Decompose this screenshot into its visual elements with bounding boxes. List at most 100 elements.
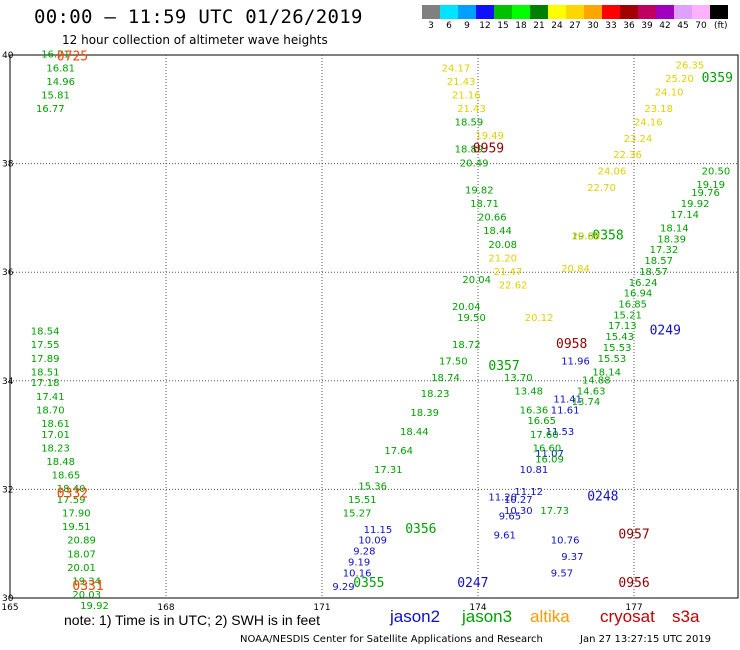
- wave-height-label: 25.20: [665, 74, 694, 85]
- wave-height-label: 17.59: [57, 495, 86, 506]
- legend-altika: altika: [530, 607, 570, 626]
- pass-time-label: 0725: [57, 49, 88, 64]
- colorbar-cell: [548, 5, 566, 19]
- wave-height-label: 16.71: [41, 50, 70, 61]
- wave-height-label: 17.89: [31, 354, 60, 365]
- colorbar-label: 12: [479, 21, 491, 31]
- wave-height-label: 20.66: [478, 213, 507, 224]
- wave-height-label: 14.88: [582, 376, 611, 387]
- wave-height-label: 18.72: [452, 340, 481, 351]
- colorbar-label: 27: [569, 21, 581, 31]
- wave-height-label: 18.39: [657, 234, 686, 245]
- lon-label: 177: [625, 603, 642, 613]
- map-frame: [9, 54, 739, 599]
- wave-height-label: 26.35: [676, 61, 705, 72]
- wave-height-label: 21.16: [452, 90, 481, 101]
- wave-height-label: 19.87: [572, 232, 601, 243]
- colorbar-cell: [656, 5, 674, 19]
- wave-height-label: 24.17: [442, 63, 471, 74]
- wave-height-label: 10.76: [551, 536, 580, 547]
- wave-height-label: 20.04: [452, 302, 481, 313]
- wave-height-label: 19.82: [465, 185, 494, 196]
- colorbar-cell: [674, 5, 692, 19]
- wave-height-label: 10.30: [504, 506, 533, 517]
- colorbar-cell: [692, 5, 710, 19]
- wave-height-label: 21.47: [494, 267, 523, 278]
- wave-height-label: 21.43: [457, 104, 486, 115]
- wave-height-label: 18.39: [410, 408, 439, 419]
- lon-label: 171: [313, 603, 330, 613]
- wave-height-label: 16.81: [46, 63, 75, 74]
- lon-label: 174: [469, 603, 486, 613]
- wave-height-label: 17.55: [31, 340, 60, 351]
- wave-height-label: 18.07: [67, 549, 96, 560]
- lat-label: 34: [2, 377, 14, 387]
- wave-height-label: 19.92: [80, 601, 109, 612]
- page-title: 00:00 – 11:59 UTC 01/26/2019: [34, 6, 363, 28]
- wave-height-label: 15.53: [603, 343, 632, 354]
- wave-height-label: 17.01: [41, 430, 70, 441]
- wave-height-label: 15.21: [613, 310, 642, 321]
- wave-height-label: 15.36: [358, 481, 387, 492]
- wave-height-label: 18.44: [400, 427, 429, 438]
- wave-height-label: 18.61: [41, 419, 70, 430]
- footer-note: note: 1) Time is in UTC; 2) SWH is in fe…: [64, 612, 320, 628]
- colorbar-label: 70: [695, 21, 707, 31]
- wave-height-label: 15.43: [605, 332, 634, 343]
- lon-label: 165: [1, 603, 18, 613]
- colorbar-label: 45: [677, 21, 689, 31]
- wave-height-label: 17.13: [608, 321, 637, 332]
- pass-time-label: 0249: [650, 324, 681, 339]
- wave-height-label: 19.92: [681, 199, 710, 210]
- pass-time-label: 0332: [57, 487, 88, 502]
- credit: NOAA/NESDIS Center for Satellite Applica…: [240, 634, 543, 645]
- wave-height-label: 20.09: [572, 232, 601, 243]
- wave-height-label: 18.70: [36, 405, 65, 416]
- pass-time-label: 0331: [72, 579, 103, 594]
- wave-height-label: 10.81: [520, 465, 549, 476]
- lat-label: 30: [2, 594, 14, 604]
- wave-height-label: 18.57: [639, 267, 668, 278]
- wave-height-label: 20.01: [67, 563, 96, 574]
- colorbar-label: 36: [623, 21, 635, 31]
- wave-height-label: 17.31: [374, 465, 403, 476]
- lat-label: 36: [2, 268, 14, 278]
- page-subtitle: 12 hour collection of altimeter wave hei…: [62, 33, 328, 47]
- pass-time-label: 0957: [618, 527, 649, 542]
- pass-time-label: 0358: [592, 229, 623, 244]
- wave-height-label: 18.23: [41, 443, 70, 454]
- wave-height-label: 13.74: [572, 397, 601, 408]
- wave-height-label: 9.28: [353, 547, 375, 558]
- legend-s3a: s3a: [672, 607, 700, 626]
- wave-height-label: 24.16: [634, 118, 663, 129]
- wave-height-label: 20.08: [488, 240, 517, 251]
- wave-height-label: 20.49: [460, 158, 489, 169]
- wave-height-label: 9.29: [332, 582, 354, 593]
- colorbar-cell: [512, 5, 530, 19]
- wave-height-label: 10.27: [504, 495, 533, 506]
- wave-height-label: 11.15: [364, 525, 393, 536]
- wave-height-label: 18.14: [660, 223, 689, 234]
- wave-height-label: 17.50: [439, 357, 468, 368]
- wave-height-label: 9.19: [348, 557, 370, 568]
- colorbar-cell: [638, 5, 656, 19]
- wave-height-label: 19.34: [72, 576, 101, 587]
- colorbar-cell: [620, 5, 638, 19]
- wave-height-label: 16.85: [618, 299, 647, 310]
- wave-height-label: 17.73: [540, 506, 569, 517]
- legend-jason3: jason3: [462, 607, 513, 626]
- colorbar-label: 18: [515, 21, 527, 31]
- wave-height-label: 24.10: [655, 88, 684, 99]
- wave-height-label: 17.32: [650, 245, 679, 256]
- wave-height-label: 21.20: [488, 253, 517, 264]
- wave-height-label: 16.94: [624, 289, 653, 300]
- wave-height-label: 18.54: [31, 327, 60, 338]
- colorbar-cell: [422, 5, 440, 19]
- lat-label: 40: [2, 51, 14, 61]
- wave-height-label: 23.18: [644, 104, 673, 115]
- colorbar-cell: [458, 5, 476, 19]
- colorbar-cell: [440, 5, 458, 19]
- wave-height-label: 19.51: [62, 522, 91, 533]
- wave-height-label: 19.49: [475, 131, 504, 142]
